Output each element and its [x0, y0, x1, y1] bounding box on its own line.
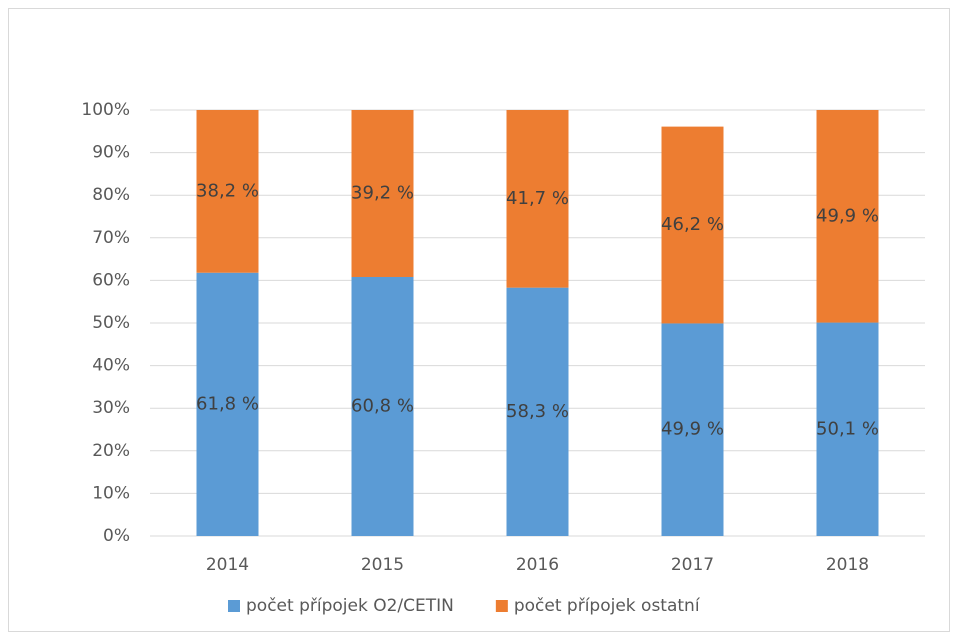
bar-segment — [816, 322, 879, 536]
y-tick-label: 100% — [81, 100, 130, 120]
data-label: 58,3 % — [506, 401, 569, 422]
bar-segment — [661, 323, 724, 536]
y-tick-label: 0% — [103, 526, 130, 546]
x-tick-label: 2016 — [516, 555, 559, 575]
bar-segment — [351, 276, 414, 536]
legend-swatch — [495, 600, 508, 612]
y-tick-label: 80% — [92, 185, 130, 205]
x-tick-label: 2018 — [826, 555, 869, 575]
y-tick-label: 40% — [92, 356, 130, 376]
bar-segment — [506, 110, 569, 288]
y-tick-label: 90% — [92, 143, 130, 163]
bar-segment — [816, 110, 879, 323]
y-tick-label: 30% — [92, 398, 130, 418]
legend-label: počet přípojek ostatní — [514, 596, 701, 616]
bar-segment — [351, 110, 414, 277]
data-label: 41,7 % — [506, 188, 569, 209]
data-label: 49,9 % — [661, 419, 724, 440]
legend-swatch — [228, 600, 240, 612]
legend-label: počet přípojek O2/CETIN — [246, 596, 454, 616]
chart-frame — [8, 8, 950, 632]
data-label: 49,9 % — [816, 205, 879, 226]
data-label: 50,1 % — [816, 418, 879, 439]
y-tick-label: 10% — [92, 483, 130, 503]
bar-segment — [506, 287, 569, 536]
x-tick-label: 2017 — [671, 555, 714, 575]
y-tick-label: 20% — [92, 441, 130, 461]
bar-segment — [661, 126, 724, 324]
bar-segment — [196, 110, 259, 273]
data-label: 38,2 % — [196, 180, 259, 201]
data-label: 39,2 % — [351, 182, 414, 203]
y-tick-label: 60% — [92, 270, 130, 290]
data-label: 46,2 % — [661, 214, 724, 235]
y-tick-label: 50% — [92, 313, 130, 333]
y-tick-label: 70% — [92, 228, 130, 248]
data-label: 61,8 % — [196, 393, 259, 414]
x-tick-label: 2014 — [206, 555, 249, 575]
x-tick-label: 2015 — [361, 555, 404, 575]
bar-segment — [196, 272, 259, 536]
data-label: 60,8 % — [351, 395, 414, 416]
